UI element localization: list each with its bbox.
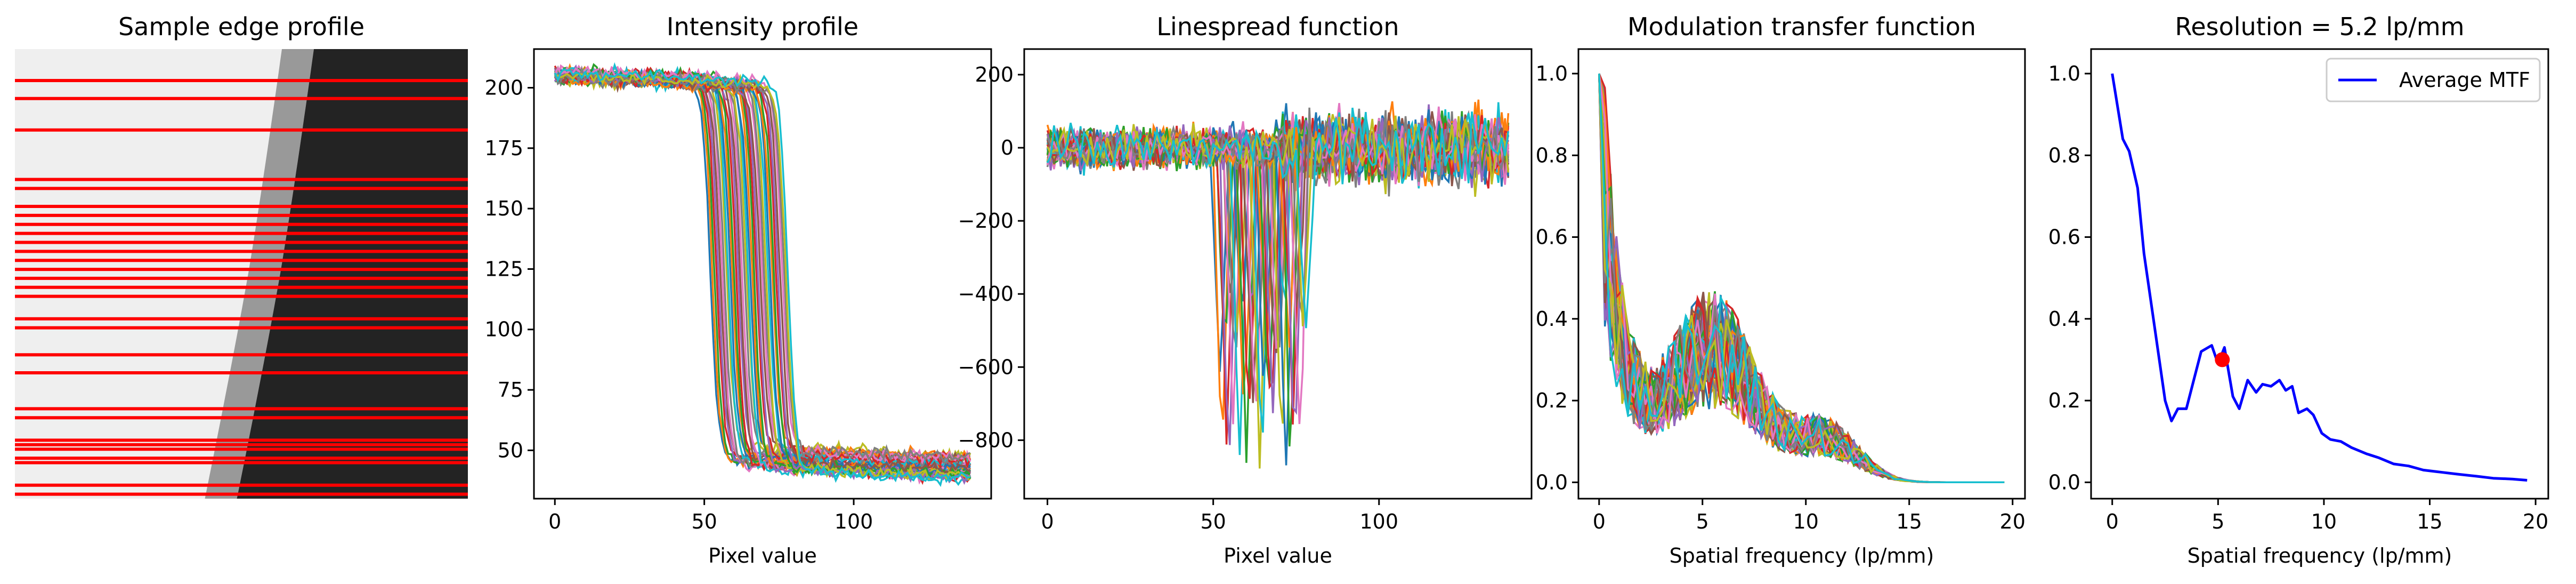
x-tick-label: 50: [691, 510, 717, 533]
mtf-plot-frame: [1577, 48, 2026, 500]
x-tick-label: 0: [2106, 510, 2119, 533]
average-mtf-plot: [2111, 73, 2528, 482]
edge-image-fill: [237, 49, 468, 499]
y-tick-label: −200: [958, 209, 1014, 233]
linespread-line: [1046, 107, 1510, 316]
legend-label: Average MTF: [2399, 68, 2530, 92]
intensity-line: [554, 68, 971, 483]
linespread-ticks: 0 50 100 −800 −600 −400 −200 0 200: [958, 63, 1398, 533]
y-tick-label: 100: [484, 318, 523, 341]
mtf-x-label: Spatial frequency (lp/mm): [1670, 544, 1934, 567]
y-tick-label: 0.6: [2048, 226, 2080, 249]
y-tick-label: 0: [1001, 136, 1014, 159]
x-tick-label: 15: [1897, 510, 1922, 533]
x-tick-label: 100: [1360, 510, 1399, 533]
x-tick-label: 10: [1793, 510, 1819, 533]
mtf-ticks: 0 5 10 15 20 0.0 0.2 0.4 0.6 0.8 1.0: [1536, 62, 2026, 533]
intensity-line: [554, 65, 971, 464]
mtf-title: Modulation transfer function: [1627, 12, 1976, 41]
x-tick-label: 5: [1696, 510, 1709, 533]
intensity-series: [554, 62, 971, 487]
sample-edge-profile-panel: Sample edge profile: [15, 12, 468, 499]
linespread-plot-frame: [1023, 48, 1533, 500]
intensity-profile-panel: Intensity profile 0 50 100 50 75 100 125 150 175…: [484, 12, 992, 567]
y-tick-label: 0.6: [1536, 226, 1568, 249]
mtf-line: [1598, 73, 2005, 484]
resolution-plot-frame: [2090, 48, 2549, 500]
resolution-x-label: Spatial frequency (lp/mm): [2188, 544, 2452, 567]
y-tick-label: 0.4: [1536, 307, 1568, 331]
y-tick-label: −600: [958, 355, 1014, 379]
x-tick-label: 10: [2311, 510, 2337, 533]
y-tick-label: 1.0: [1536, 62, 1568, 85]
intensity-profile-title: Intensity profile: [667, 12, 858, 41]
x-tick-label: 0: [1593, 510, 1606, 533]
linespread-line: [1047, 111, 1510, 329]
y-tick-label: 0.0: [2048, 470, 2080, 494]
y-tick-label: 0.0: [1536, 470, 1568, 494]
sample-edge-profile-title: Sample edge profile: [118, 12, 364, 41]
edge-sample-lines: [15, 79, 468, 496]
x-tick-label: 20: [2000, 510, 2026, 533]
x-tick-label: 15: [2417, 510, 2442, 533]
edge-image: [15, 49, 468, 499]
y-tick-label: 0.4: [2048, 307, 2080, 331]
resolution-marker: [2215, 352, 2230, 367]
x-tick-label: 0: [548, 510, 561, 533]
edge-transition: [205, 49, 314, 499]
resolution-ticks: 0 5 10 15 20 0.0 0.2 0.4 0.6 0.8 1.0: [2048, 62, 2549, 533]
y-tick-label: 50: [498, 438, 523, 462]
linespread-x-label: Pixel value: [1224, 544, 1332, 567]
y-tick-label: 150: [484, 197, 523, 220]
intensity-line: [554, 69, 971, 481]
x-tick-label: 0: [1041, 510, 1054, 533]
x-tick-label: 100: [835, 510, 873, 533]
y-tick-label: 0.8: [1536, 143, 1568, 167]
legend-box: [2326, 58, 2541, 102]
legend: Average MTF: [2326, 58, 2541, 102]
linespread-title: Linespread function: [1156, 12, 1399, 41]
intensity-plot-frame: [533, 48, 992, 500]
mtf-panel: Modulation transfer function 0 5 10 15 20 0.0…: [1536, 12, 2026, 567]
y-tick-label: 1.0: [2048, 62, 2080, 85]
mtf-series: [1598, 73, 2005, 484]
y-tick-label: 200: [975, 63, 1014, 86]
x-tick-label: 20: [2523, 510, 2548, 533]
y-tick-label: 175: [484, 137, 523, 160]
linespread-panel: Linespread function 0 50 100 −800 −600 −400 −2…: [958, 12, 1533, 567]
resolution-panel: Resolution = 5.2 lp/mm 0 5 10 15 20 0.0 0.2 0.4…: [2048, 12, 2549, 567]
resolution-title: Resolution = 5.2 lp/mm: [2175, 12, 2464, 41]
x-tick-label: 5: [2212, 510, 2224, 533]
y-tick-label: 75: [498, 378, 523, 402]
y-tick-label: 0.2: [1536, 389, 1568, 412]
y-tick-label: 125: [484, 257, 523, 281]
intensity-x-label: Pixel value: [708, 544, 817, 567]
y-tick-label: 200: [484, 76, 523, 100]
y-tick-label: 0.2: [2048, 389, 2080, 412]
intensity-ticks: 0 50 100 50 75 100 125 150 175 200: [484, 76, 873, 533]
linespread-series: [1046, 99, 1510, 469]
y-tick-label: −400: [958, 282, 1014, 306]
y-tick-label: 0.8: [2048, 143, 2080, 167]
x-tick-label: 50: [1200, 510, 1226, 533]
y-tick-label: −800: [958, 428, 1014, 452]
average-mtf-line: [2111, 73, 2528, 482]
